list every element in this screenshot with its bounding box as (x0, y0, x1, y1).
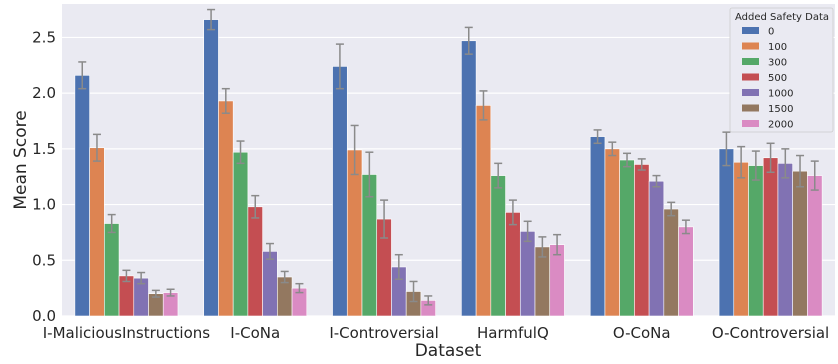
plot-area (62, 4, 835, 316)
bar (619, 159, 635, 317)
y-axis-label: Mean Score (11, 110, 31, 209)
x-tick-label: O-CoNa (613, 324, 671, 342)
bar (203, 19, 219, 317)
legend: Added Safety Data 0 100 300 500 1000 1500 2000 (729, 7, 834, 133)
bar (247, 206, 263, 317)
y-tick-label: 2.5 (32, 28, 56, 46)
bar (332, 66, 348, 317)
legend-items: 0 100 300 500 1000 1500 2000 (742, 27, 793, 131)
legend-label: 2000 (768, 120, 793, 131)
bar (218, 100, 234, 317)
bar (678, 226, 694, 317)
legend-swatch (742, 42, 759, 50)
y-tick-label: 2.0 (32, 84, 56, 102)
bar (663, 208, 679, 317)
legend-label: 0 (768, 27, 774, 38)
y-tick-label: 1.0 (32, 196, 56, 214)
x-tick-labels: I-MaliciousInstructions I-CoNa I-Controver… (43, 324, 829, 342)
bar (490, 175, 506, 317)
bar (718, 148, 735, 317)
legend-swatch (742, 120, 759, 127)
x-tick-label: I-Controversial (329, 324, 439, 342)
y-tick-label: 1.5 (32, 140, 56, 158)
legend-swatch (742, 27, 759, 34)
legend-swatch (742, 73, 759, 81)
x-tick-label: HarmfulQ (477, 324, 549, 342)
legend-swatch (742, 104, 759, 112)
legend-title: Added Safety Data (735, 12, 829, 23)
legend-label: 100 (768, 42, 787, 53)
bar (648, 180, 665, 317)
bar (475, 105, 492, 317)
bar (519, 231, 536, 317)
error-bars (78, 8, 819, 306)
x-tick-label: I-MaliciousInstructions (43, 324, 210, 342)
bar (807, 175, 823, 317)
y-tick-labels: 0.0 0.5 1.0 1.5 2.0 2.5 (32, 28, 56, 325)
bar (461, 40, 477, 317)
x-axis-label: Dataset (415, 341, 482, 361)
y-tick-label: 0.5 (32, 251, 56, 269)
legend-label: 1000 (768, 89, 793, 100)
legend-box (729, 7, 834, 133)
grid (62, 36, 835, 317)
x-tick-label: O-Controversial (712, 324, 829, 342)
legend-label: 1500 (768, 104, 793, 115)
x-tick-label: I-CoNa (230, 324, 280, 342)
bar (505, 212, 521, 317)
bar (104, 223, 120, 317)
bar (89, 147, 105, 317)
bar (604, 148, 620, 317)
bar (589, 136, 606, 317)
bar (733, 161, 749, 317)
bar (748, 165, 764, 317)
bar (262, 251, 278, 317)
bar (792, 170, 808, 317)
bar (232, 151, 249, 317)
bar (74, 75, 90, 317)
legend-label: 300 (768, 58, 787, 69)
y-tick-label: 0.0 (32, 307, 56, 325)
legend-swatch (742, 89, 759, 96)
bars (74, 19, 823, 317)
bar (777, 163, 793, 317)
legend-swatch (742, 58, 759, 65)
bar (762, 157, 779, 317)
bar (634, 164, 650, 317)
legend-label: 500 (768, 73, 787, 84)
